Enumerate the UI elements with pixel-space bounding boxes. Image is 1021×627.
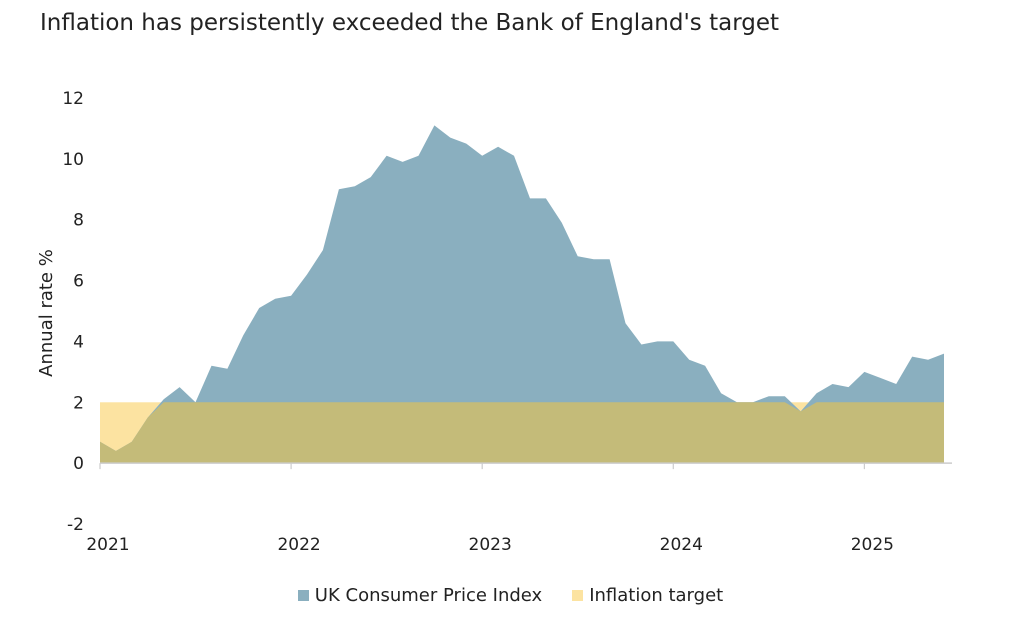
y-tick-label: 2 bbox=[73, 393, 84, 413]
y-tick-label: 12 bbox=[62, 89, 84, 109]
y-tick-label: 8 bbox=[73, 211, 84, 231]
y-tick-label: 0 bbox=[73, 454, 84, 474]
y-tick-label: 6 bbox=[73, 272, 84, 292]
y-tick-label: 4 bbox=[73, 332, 84, 352]
legend-swatch-target bbox=[572, 590, 584, 601]
x-tick-label: 2025 bbox=[851, 535, 894, 555]
cpi-area bbox=[100, 125, 944, 464]
legend-swatch-cpi bbox=[297, 590, 309, 601]
x-tick-label: 2024 bbox=[660, 535, 703, 555]
x-tick-layer: 2021 2022 2023 2024 2025 bbox=[86, 463, 894, 555]
x-tick-label: 2022 bbox=[277, 535, 320, 555]
legend-item-cpi: UK Consumer Price Index bbox=[297, 585, 543, 606]
cpi-area-layer bbox=[100, 125, 944, 464]
overlap-area bbox=[100, 402, 944, 464]
legend: UK Consumer Price Index Inflation target bbox=[0, 585, 1021, 606]
legend-item-target: Inflation target bbox=[572, 585, 723, 606]
y-tick-label: -2 bbox=[67, 515, 84, 535]
legend-label-cpi: UK Consumer Price Index bbox=[314, 585, 543, 606]
y-tick-layer: -2 0 2 4 6 8 10 12 bbox=[62, 89, 84, 535]
overlap-area-layer bbox=[100, 402, 944, 464]
legend-label-target: Inflation target bbox=[589, 585, 724, 606]
x-tick-label: 2023 bbox=[469, 535, 512, 555]
y-tick-label: 10 bbox=[62, 150, 84, 170]
y-axis-label: Annual rate % bbox=[36, 249, 57, 377]
chart-title: Inflation has persistently exceeded the … bbox=[40, 10, 780, 36]
x-tick-label: 2021 bbox=[86, 535, 129, 555]
